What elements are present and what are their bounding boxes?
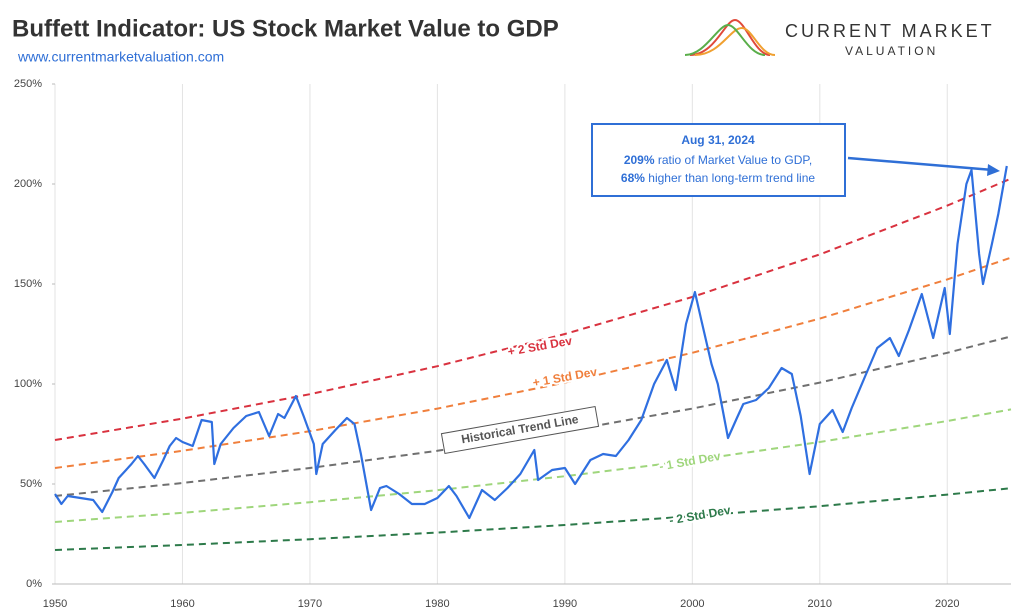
x-tick-label: 2000: [680, 598, 704, 610]
annotation-text: 209% ratio of Market Value to GDP,: [624, 153, 812, 167]
x-tick-label: 2010: [808, 598, 832, 610]
brand-name: CURRENT MARKET: [785, 21, 995, 41]
data-line: [54, 165, 1008, 520]
series-label: - 2 Std Dev: [668, 503, 732, 528]
annotation-text: higher than long-term trend line: [645, 171, 815, 185]
y-tick-label: 250%: [14, 78, 42, 90]
annotation-bold: 209%: [624, 153, 655, 167]
y-tick-label: 100%: [14, 378, 42, 390]
annotation-text: ratio of Market Value to GDP,: [655, 153, 813, 167]
y-tick-label: 200%: [14, 178, 42, 190]
series-label: - 1 Std Dev: [658, 449, 722, 474]
y-tick-label: 0%: [26, 578, 42, 590]
trend-line: [54, 177, 1012, 441]
annotation-arrow: [847, 156, 994, 172]
trend-line: [54, 256, 1012, 469]
x-tick-label: 1960: [170, 598, 194, 610]
x-tick-label: 1980: [425, 598, 449, 610]
x-tick-label: 1950: [43, 598, 67, 610]
annotation-arrow-head: [987, 164, 1000, 176]
trend-line: [54, 487, 1012, 551]
chart-title: Buffett Indicator: US Stock Market Value…: [12, 15, 559, 42]
y-tick-label: 50%: [20, 478, 42, 490]
brand-name: VALUATION: [845, 44, 938, 58]
series-label: + 2 Std Dev: [507, 334, 574, 359]
x-tick-label: 1970: [298, 598, 322, 610]
trend-line: [54, 335, 1012, 497]
y-tick-label: 150%: [14, 278, 42, 290]
trend-line: [54, 408, 1012, 523]
label-box: [440, 406, 600, 454]
chart-subtitle: www.currentmarketvaluation.com: [17, 49, 224, 65]
annotation-title: Aug 31, 2024: [681, 133, 755, 147]
annotation-text: 68% higher than long-term trend line: [621, 171, 815, 185]
x-tick-label: 2020: [935, 598, 959, 610]
logo: [684, 18, 776, 56]
annotation-box: [591, 123, 846, 197]
x-tick-label: 1990: [553, 598, 577, 610]
annotation-bold: 68%: [621, 171, 645, 185]
